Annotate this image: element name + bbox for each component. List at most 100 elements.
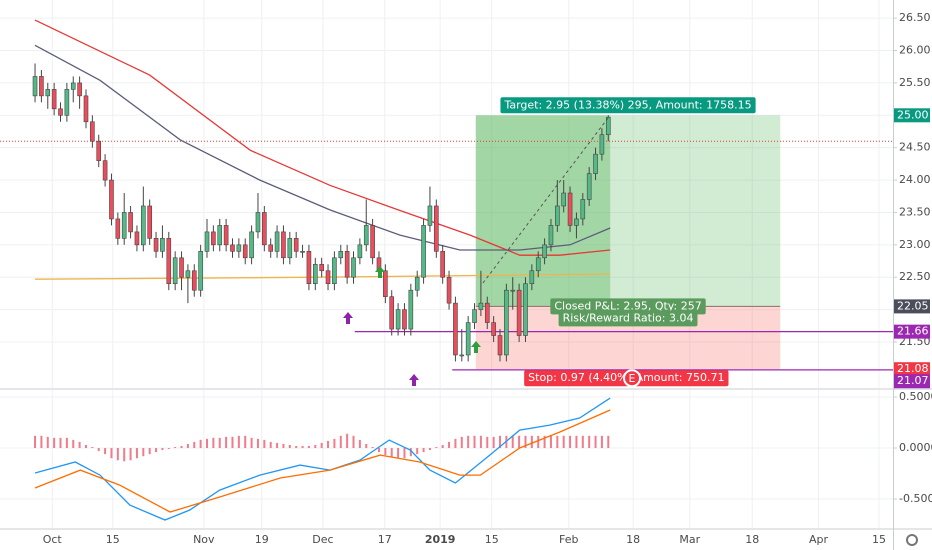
label-bg <box>631 370 729 387</box>
histogram-bar <box>72 439 75 449</box>
candle-body <box>605 116 611 136</box>
candle-body <box>166 238 172 285</box>
candle-body <box>529 270 535 285</box>
histogram-bar <box>91 447 94 449</box>
candle-body <box>45 89 51 97</box>
candle-body <box>319 263 324 272</box>
candle-body <box>446 276 452 304</box>
histogram-bar <box>148 448 151 455</box>
candle-body <box>459 354 465 357</box>
x-tick-label: 18 <box>745 533 759 546</box>
candle-body <box>51 89 57 110</box>
candle-body <box>535 257 541 272</box>
candle-body <box>274 231 280 252</box>
candle-body <box>77 82 82 97</box>
histogram-bar <box>116 448 119 461</box>
histogram-bar <box>390 448 393 458</box>
histogram-bar <box>594 435 597 449</box>
candle-body <box>599 134 605 155</box>
signal-arrows <box>343 266 481 386</box>
price-badge-label: 21.66 <box>897 325 929 338</box>
y-tick-label: 23.00 <box>899 238 931 251</box>
histogram-bar <box>409 448 412 457</box>
candle-body <box>497 335 503 356</box>
histogram-bar <box>167 448 170 450</box>
label-bg <box>524 370 636 387</box>
candle-body <box>453 302 458 356</box>
histogram-bar <box>129 448 132 461</box>
y-tick-label: 24.50 <box>899 141 931 154</box>
histogram-bar <box>581 435 584 449</box>
histogram-bar <box>397 448 400 459</box>
histogram-bar <box>155 448 158 453</box>
candle-body <box>325 270 331 285</box>
settings-icon[interactable] <box>906 534 918 546</box>
candle-body <box>287 238 293 259</box>
trend-dash <box>482 117 609 284</box>
candle-body <box>236 244 242 252</box>
candle-body <box>134 231 140 246</box>
x-tick-label: 19 <box>255 533 269 546</box>
histogram-bar <box>180 445 183 449</box>
x-tick-label: 15 <box>485 533 499 546</box>
x-tick-label: Mar <box>679 533 700 546</box>
candle-body <box>262 212 267 246</box>
histogram-bar <box>346 433 349 449</box>
price-badge-label: 22.05 <box>897 299 929 312</box>
histogram-bar <box>371 447 374 449</box>
histogram-bar <box>276 442 279 449</box>
price-badge <box>894 362 930 377</box>
arrow-up <box>471 341 481 353</box>
histogram-bar <box>403 448 406 459</box>
histogram-bar <box>59 437 62 449</box>
candle-body <box>249 231 254 259</box>
histogram-bar <box>53 437 56 449</box>
candle-body <box>363 225 369 246</box>
histogram-bar <box>467 435 470 449</box>
candle-body <box>491 322 496 336</box>
candle-body <box>255 212 261 233</box>
candle-body <box>70 82 76 90</box>
histogram-bar <box>84 444 87 449</box>
candle-body <box>357 244 363 259</box>
price-badge <box>894 299 930 314</box>
histogram-bar <box>288 444 291 449</box>
histogram-bar <box>186 443 189 449</box>
y-tick-label: 26.00 <box>899 44 931 57</box>
candle-body <box>223 225 229 246</box>
histogram-bar <box>263 439 266 449</box>
price-badge-label: 21.07 <box>897 374 929 387</box>
histogram-bar <box>448 441 451 449</box>
histogram-bar <box>416 448 419 455</box>
candle-body <box>300 251 305 253</box>
candle-body <box>395 309 401 330</box>
price-badge <box>894 108 930 123</box>
candle-body <box>90 121 95 142</box>
candle-body <box>312 263 318 285</box>
candle-body <box>580 199 586 220</box>
histogram-bar <box>600 435 603 449</box>
candle-body <box>344 251 350 278</box>
candle-body <box>574 218 579 226</box>
candle-body <box>128 212 133 233</box>
candle-body <box>414 276 420 291</box>
histogram-bar <box>460 436 463 449</box>
histogram-bar <box>206 438 209 449</box>
candle-body <box>179 257 184 278</box>
histogram-bar <box>454 438 457 449</box>
price-badge-label: 21.08 <box>897 362 929 375</box>
histogram-bar <box>575 435 578 449</box>
histogram-bar <box>256 438 259 449</box>
histogram-bar <box>301 445 304 449</box>
candle-body <box>548 225 554 246</box>
histogram-bar <box>307 445 310 449</box>
x-tick-label: 2019 <box>425 533 456 546</box>
histogram-bar <box>269 441 272 449</box>
candle-body <box>64 89 70 116</box>
candle-body <box>268 244 274 252</box>
histogram-bar <box>352 435 355 449</box>
candle-body <box>58 108 63 116</box>
candle-body <box>421 225 426 278</box>
